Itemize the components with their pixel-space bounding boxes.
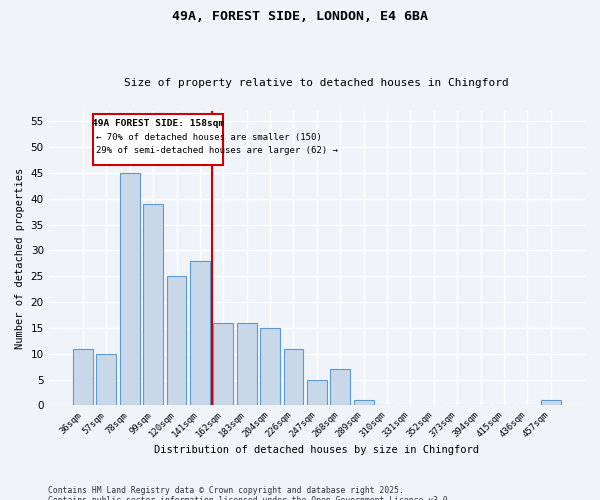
Bar (237, 323, 257, 406)
Bar (190, 261, 210, 406)
Text: 49A FOREST SIDE: 158sqm: 49A FOREST SIDE: 158sqm (92, 118, 224, 128)
Text: ← 70% of detached houses are smaller (150): ← 70% of detached houses are smaller (15… (96, 132, 322, 141)
X-axis label: Distribution of detached houses by size in Chingford: Distribution of detached houses by size … (154, 445, 479, 455)
Title: Size of property relative to detached houses in Chingford: Size of property relative to detached ho… (124, 78, 509, 88)
Bar (284, 348, 304, 406)
Bar (330, 370, 350, 406)
Text: 29% of semi-detached houses are larger (62) →: 29% of semi-detached houses are larger (… (96, 146, 338, 155)
Bar (214, 323, 233, 406)
Bar (307, 380, 327, 406)
Bar (73, 348, 93, 406)
FancyBboxPatch shape (93, 114, 223, 165)
Text: Contains public sector information licensed under the Open Government Licence v3: Contains public sector information licen… (48, 496, 452, 500)
Bar (120, 173, 140, 406)
Bar (541, 400, 560, 406)
Text: Contains HM Land Registry data © Crown copyright and database right 2025.: Contains HM Land Registry data © Crown c… (48, 486, 404, 495)
Bar (97, 354, 116, 406)
Bar (167, 276, 187, 406)
Bar (260, 328, 280, 406)
Bar (353, 400, 374, 406)
Text: 49A, FOREST SIDE, LONDON, E4 6BA: 49A, FOREST SIDE, LONDON, E4 6BA (172, 10, 428, 23)
Y-axis label: Number of detached properties: Number of detached properties (15, 168, 25, 349)
Bar (143, 204, 163, 406)
